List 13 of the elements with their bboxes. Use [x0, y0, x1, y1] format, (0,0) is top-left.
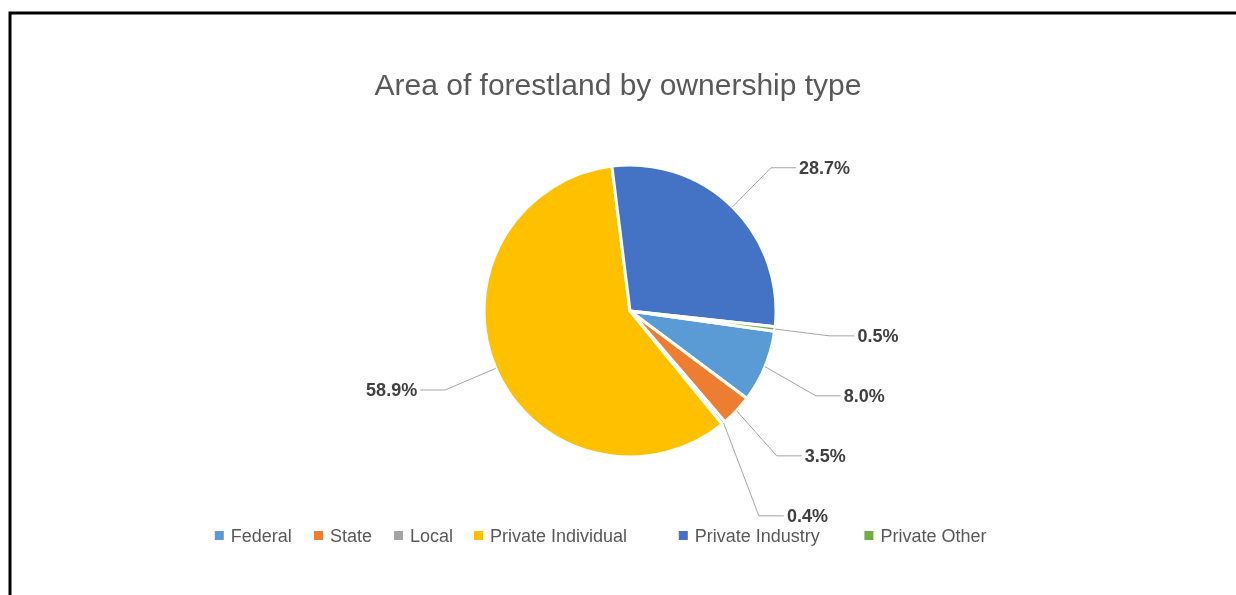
- data-label: 3.5%: [804, 445, 846, 466]
- data-label: 58.9%: [366, 379, 418, 400]
- legend-label: Private Individual: [490, 526, 628, 546]
- legend-label: Federal: [230, 526, 292, 546]
- chart-title: Area of forestland by ownership type: [374, 68, 862, 101]
- legend-label: State: [330, 526, 373, 546]
- legend-label: Private Other: [880, 526, 987, 546]
- data-label: 0.4%: [786, 505, 828, 526]
- legend-label: Local: [410, 526, 454, 546]
- data-label: 28.7%: [798, 157, 851, 178]
- data-label: 8.0%: [843, 385, 885, 406]
- data-label: 0.5%: [857, 325, 899, 346]
- legend-label: Private Industry: [694, 526, 820, 546]
